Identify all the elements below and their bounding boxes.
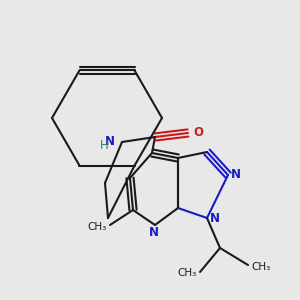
Text: N: N	[104, 135, 115, 148]
Text: CH₃: CH₃	[178, 268, 197, 278]
Text: O: O	[194, 126, 203, 139]
Text: CH₃: CH₃	[251, 262, 270, 272]
Text: N: N	[210, 212, 220, 225]
Text: H: H	[100, 139, 109, 152]
Text: CH₃: CH₃	[88, 221, 107, 232]
Text: N: N	[148, 226, 158, 239]
Text: N: N	[230, 169, 240, 182]
